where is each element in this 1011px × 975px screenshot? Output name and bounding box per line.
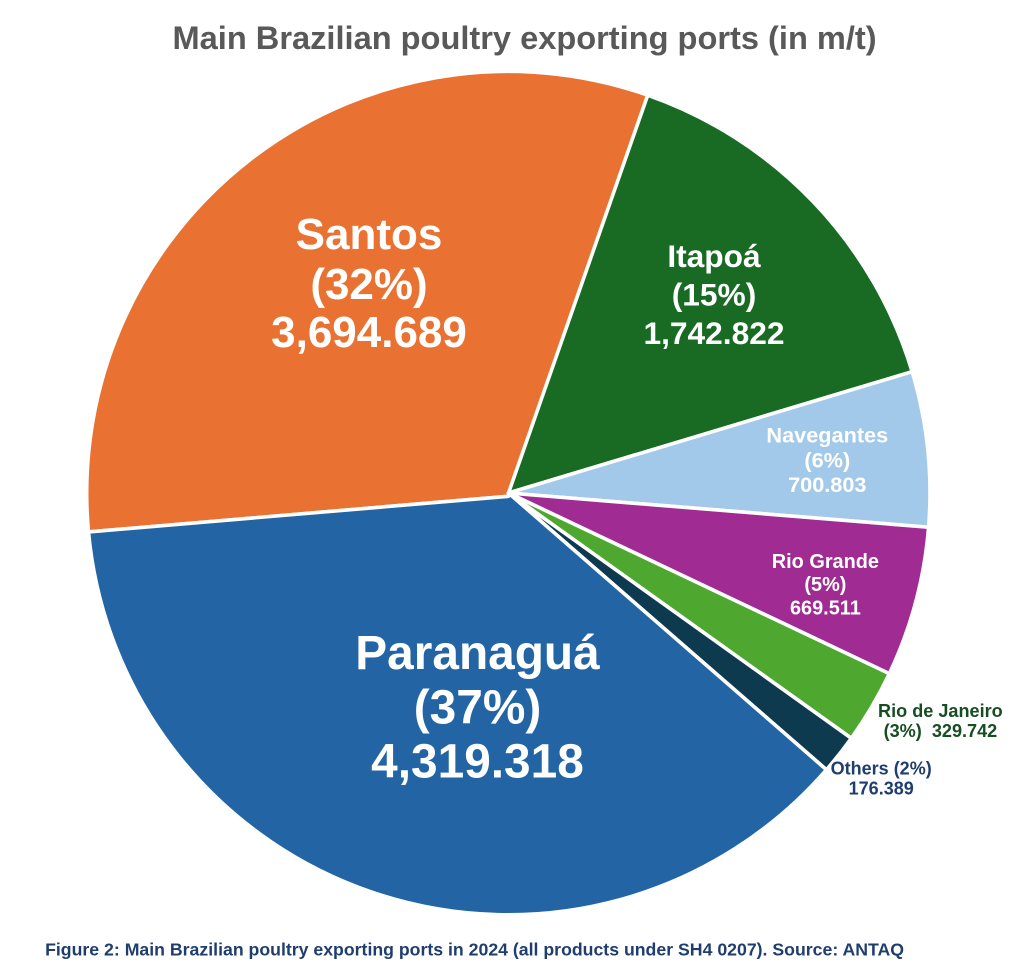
- svg-text:(15%): (15%): [672, 277, 757, 313]
- svg-text:(37%): (37%): [414, 682, 542, 735]
- svg-text:Santos: Santos: [296, 210, 443, 259]
- svg-text:Itapoá: Itapoá: [667, 238, 761, 274]
- svg-text:Rio de Janeiro: Rio de Janeiro: [878, 701, 1003, 721]
- svg-text:669.511: 669.511: [790, 598, 861, 620]
- svg-text:176.389: 176.389: [849, 778, 914, 798]
- svg-text:(3%) 329.742: (3%) 329.742: [884, 721, 998, 741]
- svg-text:Rio Grande: Rio Grande: [772, 551, 879, 573]
- svg-text:Figure 2: Main Brazilian poult: Figure 2: Main Brazilian poultry exporti…: [45, 940, 904, 960]
- svg-text:3,694.689: 3,694.689: [271, 308, 467, 357]
- svg-text:Others (2%): Others (2%): [831, 759, 932, 779]
- svg-text:(32%): (32%): [310, 260, 427, 309]
- svg-text:Navegantes: Navegantes: [766, 423, 888, 448]
- svg-text:4,319.318: 4,319.318: [371, 736, 584, 789]
- svg-text:1,742.822: 1,742.822: [644, 315, 785, 351]
- svg-text:700.803: 700.803: [788, 472, 866, 497]
- svg-text:Paranaguá: Paranaguá: [355, 627, 600, 680]
- svg-text:Main Brazilian poultry exporti: Main Brazilian poultry exporting ports (…: [173, 19, 877, 56]
- svg-text:(5%): (5%): [804, 574, 846, 596]
- svg-text:(6%): (6%): [804, 447, 850, 472]
